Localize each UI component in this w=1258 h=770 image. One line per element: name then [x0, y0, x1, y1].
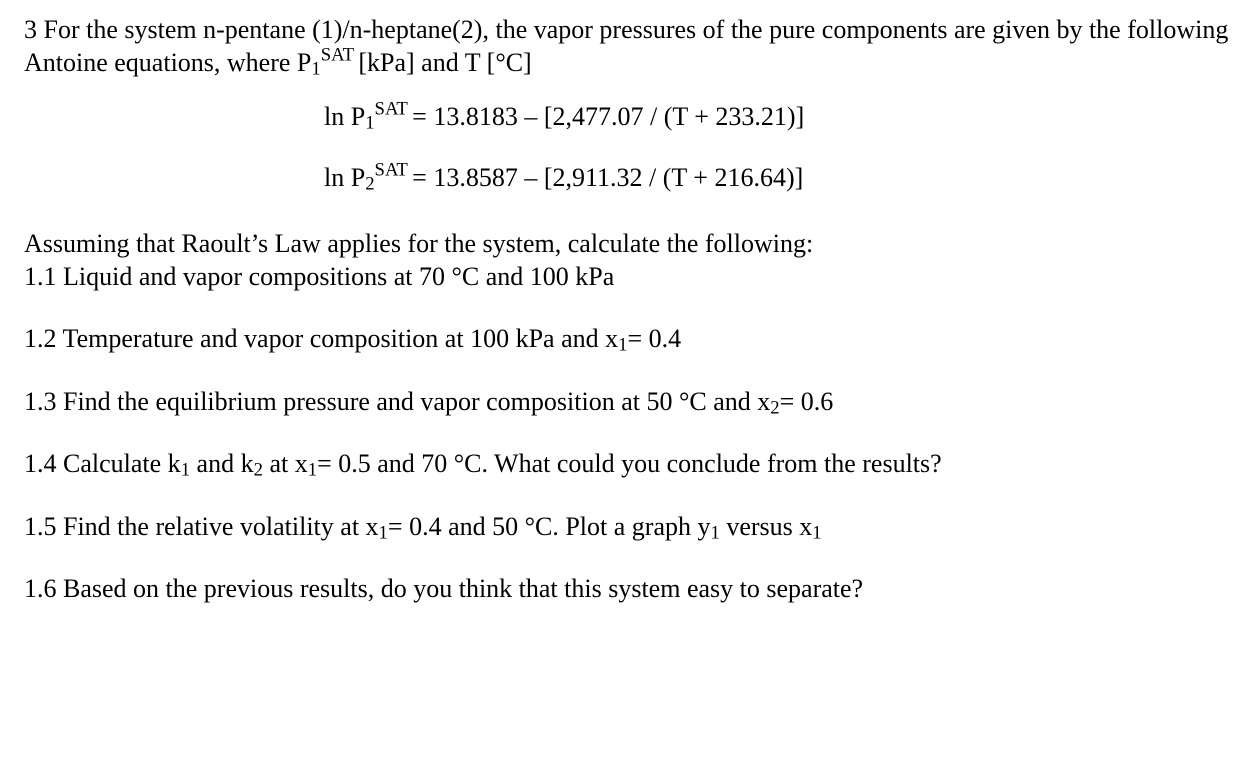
q14-sub2: 2: [254, 460, 263, 481]
intro-sup1: SAT: [321, 44, 359, 65]
q13-sub: 2: [770, 397, 779, 418]
q14-sub3: 1: [308, 460, 317, 481]
q15-b: = 0.4 and 50 °C. Plot a graph y: [388, 512, 711, 541]
eq2-a: ln P: [324, 163, 365, 192]
q13-a: 1.3 Find the equilibrium pressure and va…: [24, 387, 770, 416]
eq2-sup: SAT: [375, 159, 413, 180]
q14-d: = 0.5 and 70 °C. What could you conclude…: [317, 449, 942, 478]
assumption-block: Assuming that Raoult’s Law applies for t…: [24, 228, 1234, 293]
question-1-1: 1.1 Liquid and vapor compositions at 70 …: [24, 262, 614, 291]
eq1-b: = 13.8183 – [2,477.07 / (T + 233.21)]: [412, 102, 804, 131]
intro-sub1: 1: [311, 58, 320, 79]
assumption-line: Assuming that Raoult’s Law applies for t…: [24, 229, 813, 258]
q13-b: = 0.6: [780, 387, 834, 416]
q14-sub1: 1: [181, 460, 190, 481]
question-1-3: 1.3 Find the equilibrium pressure and va…: [24, 386, 1234, 419]
q15-c: versus x: [720, 512, 812, 541]
q12-a: 1.2 Temperature and vapor composition at…: [24, 324, 618, 353]
antoine-eq-1: ln P1SAT = 13.8183 – [2,477.07 / (T + 23…: [324, 101, 1234, 134]
q12-b: = 0.4: [627, 324, 681, 353]
q14-b: and k: [190, 449, 254, 478]
antoine-eq-2: ln P2SAT = 13.8587 – [2,911.32 / (T + 21…: [324, 162, 1234, 195]
intro-lead: 3 For the system n-pentane (1)/n-heptane…: [24, 15, 1228, 77]
eq1-sub: 1: [365, 113, 374, 134]
problem-intro: 3 For the system n-pentane (1)/n-heptane…: [24, 14, 1234, 79]
q15-sub1: 1: [379, 522, 388, 543]
antoine-equations: ln P1SAT = 13.8183 – [2,477.07 / (T + 23…: [24, 101, 1234, 194]
eq2-sub: 2: [365, 173, 374, 194]
question-1-4: 1.4 Calculate k1 and k2 at x1= 0.5 and 7…: [24, 448, 1234, 481]
problem-document: 3 For the system n-pentane (1)/n-heptane…: [0, 0, 1258, 660]
question-1-2: 1.2 Temperature and vapor composition at…: [24, 323, 1234, 356]
eq1-sup: SAT: [375, 99, 413, 120]
q15-sub2: 1: [711, 522, 720, 543]
intro-mid: [kPa] and T [°C]: [358, 48, 531, 77]
q14-c: at x: [263, 449, 308, 478]
q14-a: 1.4 Calculate k: [24, 449, 181, 478]
question-1-6: 1.6 Based on the previous results, do yo…: [24, 573, 1234, 606]
eq1-a: ln P: [324, 102, 365, 131]
eq2-b: = 13.8587 – [2,911.32 / (T + 216.64)]: [412, 163, 803, 192]
question-1-5: 1.5 Find the relative volatility at x1= …: [24, 511, 1234, 544]
q15-sub3: 1: [812, 522, 821, 543]
q15-a: 1.5 Find the relative volatility at x: [24, 512, 379, 541]
